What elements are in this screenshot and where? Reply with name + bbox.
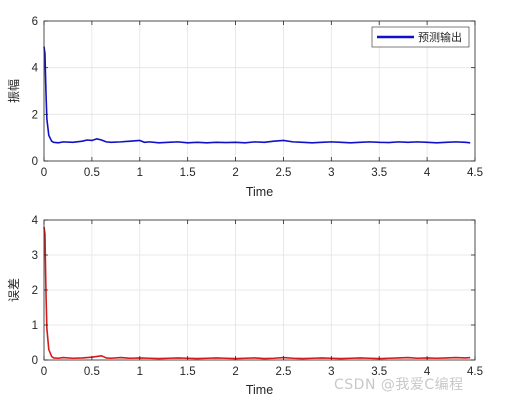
- x-tick-label: 3: [328, 366, 334, 378]
- legend-box: [371, 26, 470, 48]
- series-line-1: [43, 226, 471, 360]
- x-tick-label: 1: [137, 366, 143, 378]
- y-tick-label: 1: [32, 320, 38, 332]
- y-tick-label: 0: [32, 355, 38, 367]
- y-tick-label: 2: [32, 285, 38, 297]
- axes-box: [43, 20, 476, 162]
- x-tick-label: 4.5: [467, 167, 483, 179]
- x-tick-label: 0.5: [84, 366, 100, 378]
- x-tick-label: 1: [137, 167, 143, 179]
- x-tick-label: 3.5: [371, 366, 387, 378]
- x-tick-label: 4: [424, 167, 431, 179]
- x-axis-label: Time: [246, 185, 273, 199]
- error-plot: 0 0.5 1 1.5 2 2.5 3 3.5 4 4.5 0 1 2 3 4 Time 误差: [7, 215, 483, 397]
- legend: 预测输出: [371, 26, 470, 48]
- watermark: CSDN @我爱C编程: [334, 377, 464, 393]
- x-tick-label: 3: [328, 167, 334, 179]
- x-tick-label: 0: [41, 167, 47, 179]
- series-line-1: [43, 46, 471, 144]
- y-tick-label: 6: [32, 16, 38, 28]
- y-tick-label: 4: [32, 63, 39, 75]
- x-tick-label: 3.5: [371, 167, 387, 179]
- y-tick-label: 3: [32, 250, 38, 262]
- x-axis-label: Time: [246, 383, 273, 397]
- y-axis-label: 误差: [7, 278, 21, 302]
- x-tick-label: 2: [232, 366, 238, 378]
- y-axis-label: 振幅: [6, 79, 21, 103]
- y-tick-label: 2: [32, 109, 38, 121]
- y-tick-label: 4: [32, 215, 39, 227]
- x-tick-label: 2.5: [275, 366, 291, 378]
- x-tick-label: 0: [41, 366, 47, 378]
- y-tick-label: 0: [32, 156, 38, 168]
- x-tick-label: 2.5: [275, 167, 291, 179]
- x-tick-label: 1.5: [180, 366, 196, 378]
- x-tick-label: 2: [232, 167, 238, 179]
- legend-label: 预测输出: [418, 30, 462, 44]
- x-tick-label: 0.5: [84, 167, 100, 179]
- x-tick-label: 4.5: [467, 366, 483, 378]
- x-tick-label: 4: [424, 366, 431, 378]
- x-tick-label: 1.5: [180, 167, 196, 179]
- amplitude-plot: 0 0.5 1 1.5 2 2.5 3 3.5 4 4.5 0 2 4 6 Time 振幅 预测输出: [6, 16, 483, 199]
